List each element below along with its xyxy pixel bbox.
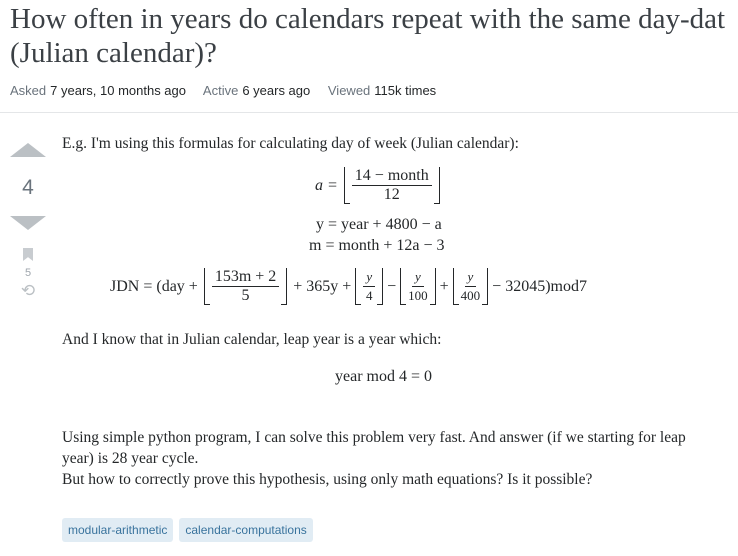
tag-modular-arithmetic[interactable]: modular-arithmetic [62,518,174,542]
body-paragraph: But how to correctly prove this hypothes… [62,471,593,488]
upvote-arrow-icon[interactable] [10,143,46,157]
numerator: y [464,268,477,287]
denominator: 400 [460,288,481,303]
floor-bracket: y 100 [400,268,436,305]
viewed-value: 115k times [374,83,437,98]
eq-lhs: a = [315,176,338,194]
denominator: 5 [241,287,250,304]
viewed-label: Viewed [327,83,371,98]
downvote-arrow-icon[interactable] [10,216,46,230]
eq-term: + 365y + [293,277,352,295]
equation-m: m = month + 12a − 3 [309,237,445,254]
floor-bracket: y 400 [452,268,489,305]
denominator: 12 [383,186,400,203]
body-paragraph: Using simple python program, I can solve… [62,429,686,467]
history-icon[interactable]: ⟲ [20,281,36,300]
eq-term: + [439,277,449,295]
denominator: 4 [365,288,373,303]
eq-term: − 32045)mod7 [492,277,587,295]
numerator: y [412,268,424,287]
vote-score: 4 [22,176,34,199]
active-value[interactable]: 6 years ago [242,83,311,98]
equation-y: y = year + 4800 − a [316,216,442,233]
active-label: Active [202,83,239,98]
body-paragraph: And I know that in Julian calendar, leap… [62,331,442,348]
eq-lhs: JDN = (day + [110,277,198,295]
eq-term: − [387,277,397,295]
equation-a: a = 14 − month 12 [315,167,440,204]
title-line-2[interactable]: (Julian calendar)? [10,37,217,69]
bookmark-icon[interactable] [23,248,33,261]
numerator: y [363,268,376,287]
asked-label: Asked [10,83,47,98]
equation-leap: year mod 4 = 0 [335,368,432,385]
denominator: 100 [408,288,428,303]
numerator: 153m + 2 [211,268,280,287]
tag-calendar-computations[interactable]: calendar-computations [179,518,313,542]
question-title[interactable]: How often in years do calendars repeat w… [10,2,738,70]
divider [0,112,738,113]
tag-list: modular-arithmetic calendar-computations [62,518,313,542]
question-meta: Asked 7 years, 10 months ago Active 6 year… [10,83,450,98]
asked-value: 7 years, 10 months ago [50,83,186,98]
floor-bracket: 14 − month 12 [343,167,440,204]
numerator: 14 − month [351,167,432,186]
vote-column: 4 5 ⟲ [8,143,48,301]
body-paragraph: E.g. I'm using this formulas for calcula… [62,135,519,152]
title-line-1[interactable]: How often in years do calendars repeat w… [10,3,726,35]
bookmark-count: 5 [24,267,32,279]
